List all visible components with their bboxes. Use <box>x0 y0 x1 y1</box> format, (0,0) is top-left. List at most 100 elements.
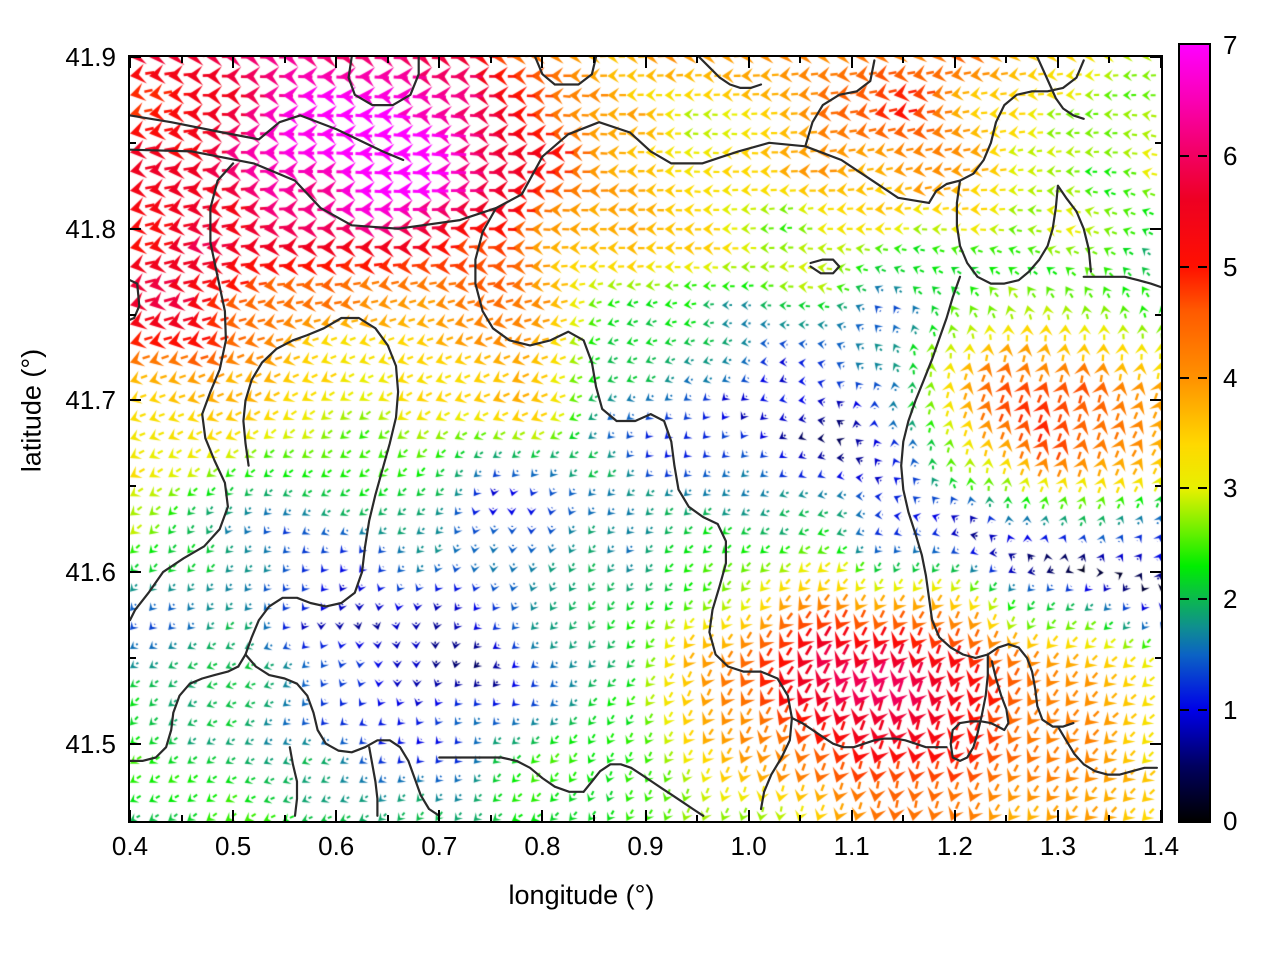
x-tick-major <box>129 810 131 821</box>
y-tick-major <box>130 227 141 230</box>
colorbar-tick-label: 2 <box>1223 584 1238 615</box>
y-tick-major-right <box>1150 399 1161 402</box>
x-tick-major-top <box>541 57 544 68</box>
x-tick-major-top <box>1160 57 1162 68</box>
colorbar-tick-label: 6 <box>1223 140 1238 171</box>
y-tick-minor-right <box>1155 313 1161 316</box>
x-tick-label: 0.4 <box>111 831 149 861</box>
x-tick-major <box>1160 810 1162 821</box>
y-tick-major-right <box>1150 742 1161 745</box>
x-tick-major-top <box>438 57 441 68</box>
y-tick-label: 41.9 <box>65 42 116 72</box>
x-tick-minor-top <box>180 57 183 63</box>
y-tick-major <box>130 56 141 58</box>
x-tick-major-top <box>335 57 338 68</box>
y-tick-major <box>130 742 141 745</box>
x-tick-minor-top <box>1005 57 1008 63</box>
colorbar-tick-label: 7 <box>1223 30 1238 60</box>
y-tick-major <box>130 399 141 402</box>
x-tick-major <box>1056 810 1059 821</box>
x-tick-minor <box>386 815 389 821</box>
y-tick-minor <box>130 485 136 488</box>
x-tick-major <box>232 810 235 821</box>
y-tick-minor <box>130 141 136 144</box>
colorbar-tick-right <box>1198 154 1207 157</box>
x-tick-major-top <box>644 57 647 68</box>
x-tick-label: 0.7 <box>421 831 458 861</box>
colorbar-tick-right <box>1198 487 1207 490</box>
y-axis-title: latitude (°) <box>16 348 47 473</box>
x-tick-major-top <box>747 57 750 68</box>
colorbar-tick <box>1180 709 1189 712</box>
y-tick-minor-right <box>1155 656 1161 659</box>
x-tick-major-top <box>850 57 853 68</box>
colorbar: 0 1 2 3 4 5 6 7 <box>1178 32 1237 834</box>
colorbar-tick-right <box>1198 709 1207 712</box>
x-tick-minor-top <box>283 57 286 63</box>
x-tick-minor <box>902 815 905 821</box>
x-tick-minor <box>696 815 699 821</box>
colorbar-tick-label: 0 <box>1223 806 1238 836</box>
x-tick-major-top <box>232 57 235 68</box>
y-tick-label: 41.7 <box>65 385 116 416</box>
x-tick-minor <box>592 815 595 821</box>
x-tick-label: 1.2 <box>936 831 973 861</box>
x-tick-minor <box>799 815 802 821</box>
colorbar-tick <box>1180 265 1189 268</box>
y-tick-minor <box>130 313 136 316</box>
colorbar-tick <box>1180 598 1189 601</box>
colorbar-tick <box>1180 154 1189 157</box>
x-tick-label: 1.4 <box>1142 831 1180 861</box>
x-tick-minor-top <box>386 57 389 63</box>
x-axis-title: longitude (°) <box>508 880 655 910</box>
x-tick-major <box>438 810 441 821</box>
colorbar-tick-label: 4 <box>1223 362 1238 393</box>
colorbar-tick-right <box>1198 376 1207 379</box>
colorbar-tick-label: 3 <box>1223 473 1238 504</box>
y-tick-major <box>130 571 141 574</box>
wind-vector-canvas <box>130 57 1161 821</box>
x-tick-minor-top <box>1108 57 1111 63</box>
y-tick-major-right <box>1150 571 1161 574</box>
x-tick-minor-top <box>489 57 492 63</box>
vector-field-plot <box>128 55 1163 823</box>
x-tick-minor <box>180 815 183 821</box>
y-tick-label: 41.6 <box>65 557 116 588</box>
colorbar-tick <box>1180 376 1189 379</box>
y-tick-major-right <box>1150 56 1161 58</box>
x-tick-label: 1.3 <box>1039 831 1076 861</box>
x-tick-major <box>747 810 750 821</box>
x-tick-label: 1.0 <box>730 831 767 861</box>
x-tick-minor <box>1005 815 1008 821</box>
colorbar-tick <box>1180 487 1189 490</box>
x-tick-major <box>850 810 853 821</box>
x-tick-minor-top <box>696 57 699 63</box>
colorbar-gradient <box>1178 43 1211 823</box>
x-tick-major-top <box>953 57 956 68</box>
colorbar-tick-label: 1 <box>1223 695 1238 726</box>
y-tick-minor-right <box>1155 141 1161 144</box>
colorbar-tick-label: 5 <box>1223 251 1238 282</box>
x-tick-major-top <box>129 57 131 68</box>
x-tick-minor-top <box>799 57 802 63</box>
x-tick-label: 0.6 <box>318 831 355 861</box>
x-tick-label: 0.8 <box>524 831 561 861</box>
x-tick-minor <box>283 815 286 821</box>
x-tick-label: 0.9 <box>627 831 664 861</box>
y-tick-major-right <box>1150 227 1161 230</box>
y-tick-label: 41.5 <box>65 728 116 759</box>
x-tick-major <box>644 810 647 821</box>
y-tick-minor-right <box>1155 485 1161 488</box>
x-tick-minor <box>489 815 492 821</box>
x-tick-minor <box>1108 815 1111 821</box>
x-tick-label: 1.1 <box>833 831 870 861</box>
colorbar-tick-right <box>1198 265 1207 268</box>
y-tick-label: 41.8 <box>65 213 116 244</box>
x-tick-label: 0.5 <box>215 831 252 861</box>
x-tick-minor-top <box>592 57 595 63</box>
x-tick-major <box>953 810 956 821</box>
y-tick-minor <box>130 656 136 659</box>
x-tick-major <box>335 810 338 821</box>
colorbar-tick-right <box>1198 598 1207 601</box>
